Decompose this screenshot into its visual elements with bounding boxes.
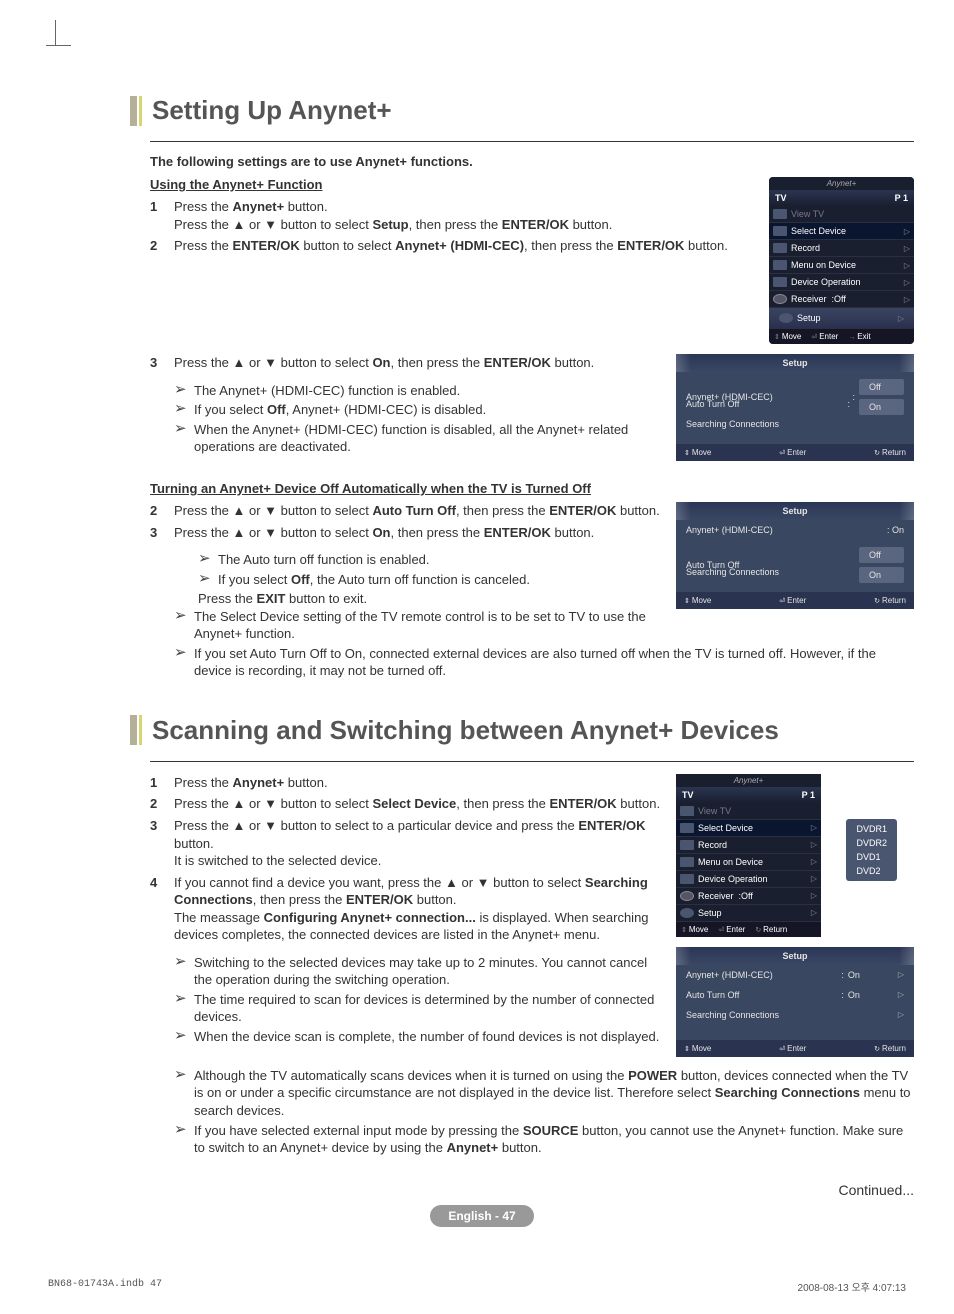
device-submenu: DVDR1 DVDR2 DVD1 DVD2	[846, 819, 897, 881]
setup-panel: Setup Anynet+ (HDMI-CEC): On Auto Turn O…	[676, 502, 914, 609]
setup-panel: Setup Anynet+ (HDMI-CEC):OffOn Auto Turn…	[676, 354, 914, 461]
chevron-icon: ➢	[174, 991, 194, 1026]
chevron-icon: ➢	[174, 1067, 194, 1120]
page-footer: BN68-01743A.indb 47 2008-08-13 오후 4:07:1…	[48, 1279, 906, 1294]
section-heading-row: Setting Up Anynet+	[130, 95, 914, 126]
footer-timestamp: 2008-08-13 오후 4:07:13	[798, 1279, 906, 1294]
chevron-icon: ➢	[174, 608, 194, 643]
chevron-icon: ➢	[174, 421, 194, 456]
steps-list: 3Press the ▲ or ▼ button to select On, t…	[150, 354, 661, 372]
chevron-icon: ➢	[174, 954, 194, 989]
anynet-logo: Anynet+	[769, 177, 914, 190]
steps-list: 1Press the Anynet+ button. 2Press the ▲ …	[150, 774, 661, 944]
steps-list: 1Press the Anynet+ button.Press the ▲ or…	[150, 198, 754, 255]
device-icon	[680, 823, 694, 833]
chevron-icon: ➢	[198, 571, 218, 589]
crop-mark	[46, 20, 56, 45]
devop-icon	[773, 277, 787, 287]
anynet-menu-panel: Anynet+ TVP 1 View TV Select Device▷ Rec…	[676, 774, 821, 937]
intro-text: The following settings are to use Anynet…	[150, 154, 914, 169]
devop-icon	[680, 874, 694, 884]
chevron-icon: ➢	[174, 645, 194, 680]
page-number: English - 47	[50, 1208, 914, 1223]
section-title: Setting Up Anynet+	[152, 95, 392, 126]
chevron-icon: ➢	[174, 401, 194, 419]
chevron-icon: ➢	[198, 551, 218, 569]
subheading: Using the Anynet+ Function	[150, 177, 754, 192]
section-title: Scanning and Switching between Anynet+ D…	[152, 715, 779, 746]
receiver-icon	[680, 891, 694, 901]
device-icon	[773, 226, 787, 236]
anynet-menu-panel: Anynet+ TVP 1 View TV Select Device▷ Rec…	[769, 177, 914, 344]
record-icon	[680, 840, 694, 850]
chevron-icon: ➢	[174, 1122, 194, 1157]
steps-list: 2Press the ▲ or ▼ button to select Auto …	[150, 502, 661, 541]
continued-text: Continued...	[150, 1182, 914, 1198]
tv-icon	[680, 806, 694, 816]
anynet-logo: Anynet+	[676, 774, 821, 787]
receiver-icon	[773, 294, 787, 304]
tv-icon	[773, 209, 787, 219]
chevron-icon: ➢	[174, 1028, 194, 1046]
chevron-icon: ➢	[174, 382, 194, 400]
subheading: Turning an Anynet+ Device Off Automatica…	[150, 481, 914, 496]
setup-icon	[779, 313, 793, 323]
menu-icon	[680, 857, 694, 867]
record-icon	[773, 243, 787, 253]
setup-icon	[680, 908, 694, 918]
menu-icon	[773, 260, 787, 270]
setup-panel: Setup Anynet+ (HDMI-CEC):On▷ Auto Turn O…	[676, 947, 914, 1057]
section-heading-row: Scanning and Switching between Anynet+ D…	[130, 715, 914, 746]
footer-filename: BN68-01743A.indb 47	[48, 1279, 162, 1294]
